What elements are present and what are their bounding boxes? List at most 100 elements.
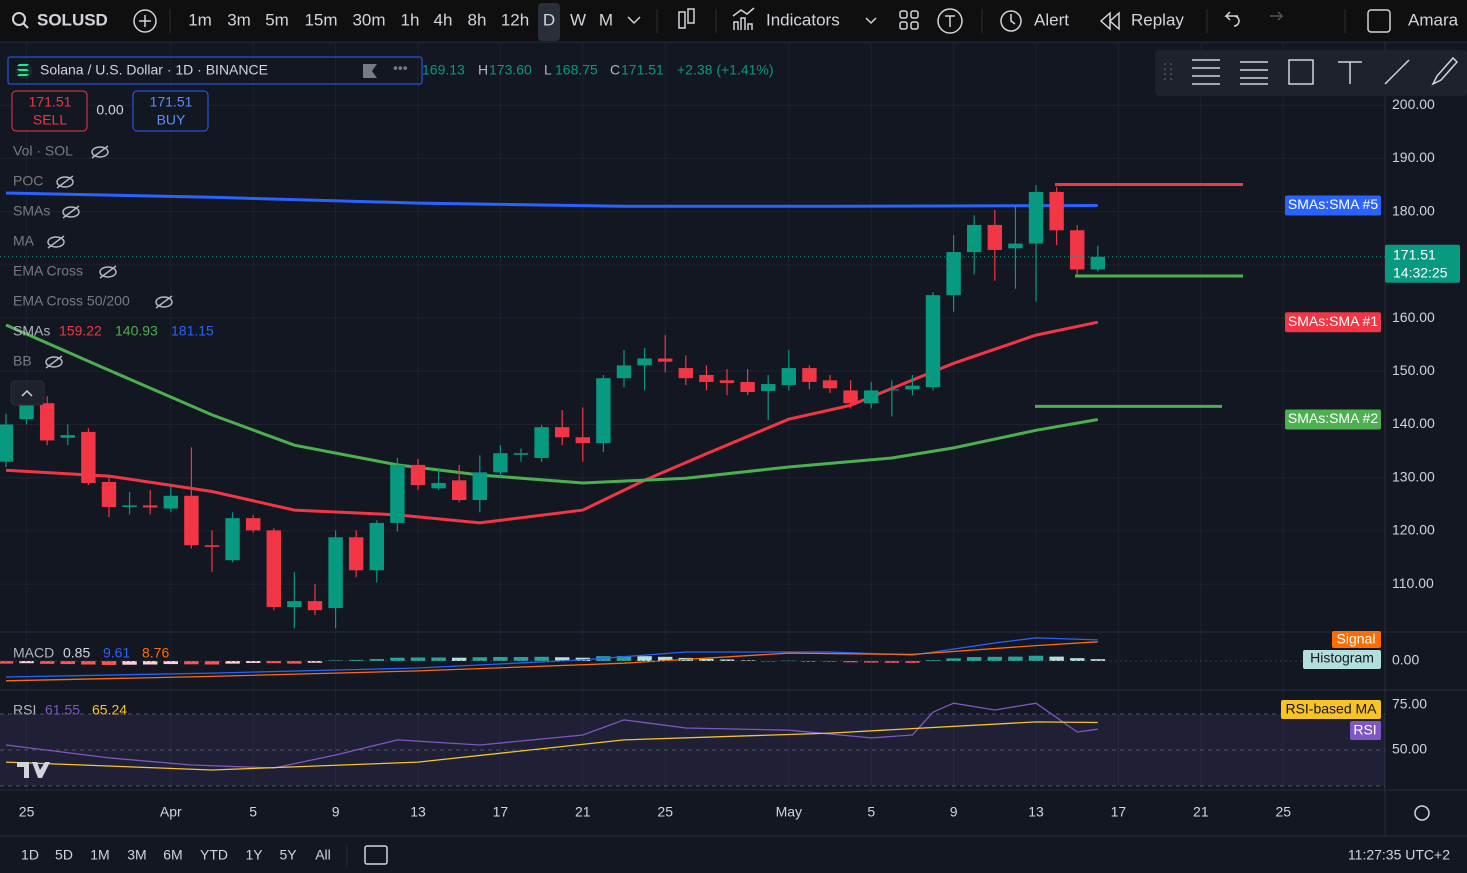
- interval-dropdown[interactable]: [627, 16, 641, 25]
- text-tool[interactable]: [1338, 61, 1362, 84]
- candle-body: [1008, 243, 1023, 249]
- sma-tag: [1285, 195, 1381, 216]
- histogram-bar: [843, 661, 858, 663]
- symbol-search[interactable]: SOLUSD: [12, 10, 108, 29]
- candle-body: [534, 427, 549, 458]
- fullscreen-button[interactable]: [1367, 9, 1391, 33]
- last-price-tag: [1385, 244, 1460, 283]
- sma-value: 159.22: [59, 323, 102, 339]
- candle-body: [657, 358, 673, 362]
- interval-button[interactable]: 5m: [265, 10, 289, 29]
- range-button[interactable]: 1M: [90, 847, 109, 863]
- sell-button[interactable]: [11, 90, 88, 132]
- interval-button[interactable]: 30m: [352, 10, 385, 29]
- range-button[interactable]: All: [315, 847, 331, 863]
- chart-type-button[interactable]: [678, 8, 695, 29]
- measure-tool[interactable]: [1288, 59, 1314, 85]
- candle-body: [39, 403, 55, 441]
- histogram-bar: [60, 661, 75, 665]
- candle-body: [1090, 256, 1106, 270]
- range-button[interactable]: 1Y: [245, 847, 263, 863]
- histogram-bar: [740, 660, 755, 661]
- buy-button[interactable]: [132, 90, 209, 132]
- candle-body: [184, 495, 199, 546]
- template-button[interactable]: [937, 8, 963, 34]
- interval-button[interactable]: 3m: [227, 10, 251, 29]
- histogram-bar: [534, 656, 549, 661]
- range-button[interactable]: 5Y: [279, 847, 297, 863]
- histogram-bar: [81, 661, 96, 665]
- price-tick-label: 110.00: [1392, 575, 1434, 591]
- candle-body: [760, 384, 776, 391]
- alert-button[interactable]: Alert: [1000, 10, 1069, 32]
- histogram-bar: [637, 656, 652, 661]
- compare-button[interactable]: [133, 9, 157, 33]
- interval-button[interactable]: W: [570, 10, 586, 29]
- rsi-ma-tag-label: RSI-based MA: [1285, 701, 1377, 717]
- candle-body: [575, 437, 591, 444]
- rsi-value: 61.55: [45, 702, 80, 718]
- candle-body: [60, 435, 75, 438]
- brush-tool[interactable]: [1431, 56, 1459, 86]
- ohlc-value: 169.13: [422, 62, 465, 78]
- search-icon: [22, 22, 29, 29]
- layouts-button[interactable]: [899, 10, 919, 30]
- range-button[interactable]: 3M: [127, 847, 146, 863]
- price-tick-label: 140.00: [1392, 415, 1435, 431]
- range-button[interactable]: 5D: [55, 847, 73, 863]
- goto-date-button[interactable]: [364, 845, 388, 865]
- interval-button[interactable]: 1m: [188, 10, 212, 29]
- candle-body: [1070, 230, 1085, 270]
- indicator-name: SMAs: [13, 323, 50, 339]
- lines-tool[interactable]: [1240, 61, 1268, 85]
- hidden-eye-icon: [56, 176, 74, 188]
- symbol-logo: [17, 64, 29, 76]
- range-button[interactable]: 1D: [21, 847, 39, 863]
- redo-button[interactable]: [1270, 11, 1284, 21]
- macd-value: 9.61: [103, 645, 130, 661]
- drag-handle[interactable]: [1164, 63, 1172, 81]
- indicator-name: BB: [13, 353, 32, 369]
- fib-tool[interactable]: [1192, 59, 1220, 85]
- candle-body: [678, 368, 694, 379]
- interval-button[interactable]: 15m: [304, 10, 337, 29]
- interval-button[interactable]: M: [599, 10, 613, 29]
- interval-button[interactable]: 12h: [501, 10, 529, 29]
- trend-line-tool[interactable]: [1384, 59, 1410, 85]
- settings-button[interactable]: [1414, 805, 1430, 821]
- interval-button[interactable]: 1h: [401, 10, 420, 29]
- histogram-bar: [39, 661, 55, 664]
- interval-button[interactable]: D: [543, 10, 555, 29]
- sma-line: [5, 323, 1099, 485]
- time-tick-label: 5: [249, 804, 257, 820]
- hidden-eye-icon: [56, 175, 74, 189]
- more-button[interactable]: •••: [393, 60, 408, 76]
- tradingview-logo[interactable]: [17, 762, 50, 778]
- indicators-button[interactable]: Indicators: [732, 7, 877, 30]
- range-button[interactable]: YTD: [200, 847, 228, 863]
- histogram-bar: [184, 661, 199, 665]
- replay-button[interactable]: Replay: [1099, 10, 1184, 31]
- undo-button[interactable]: [1224, 11, 1240, 27]
- candle-body: [0, 424, 14, 462]
- candle-body: [431, 483, 446, 489]
- sma-tag-label: SMAs:SMA #2: [1288, 410, 1378, 426]
- interval-button[interactable]: 4h: [434, 10, 453, 29]
- hidden-eye-icon: [62, 206, 80, 218]
- price-tick-label: 180.00: [1392, 202, 1435, 218]
- candle-body: [472, 472, 488, 501]
- candle-body: [781, 368, 797, 386]
- clock[interactable]: 11:27:35 UTC+2: [1348, 847, 1450, 863]
- range-button[interactable]: 6M: [163, 847, 182, 863]
- user-name[interactable]: Amara: [1408, 10, 1459, 29]
- rsi-tick-label: 75.00: [1392, 696, 1427, 712]
- histogram-bar: [1008, 656, 1023, 661]
- symbol-legend-box: [7, 56, 423, 85]
- histogram-bar: [307, 661, 323, 663]
- interval-button[interactable]: 8h: [468, 10, 487, 29]
- collapse-legend-button[interactable]: [10, 380, 45, 406]
- time-tick-label: Apr: [160, 804, 182, 820]
- candle-body: [843, 390, 858, 404]
- hidden-eye-icon: [99, 266, 117, 278]
